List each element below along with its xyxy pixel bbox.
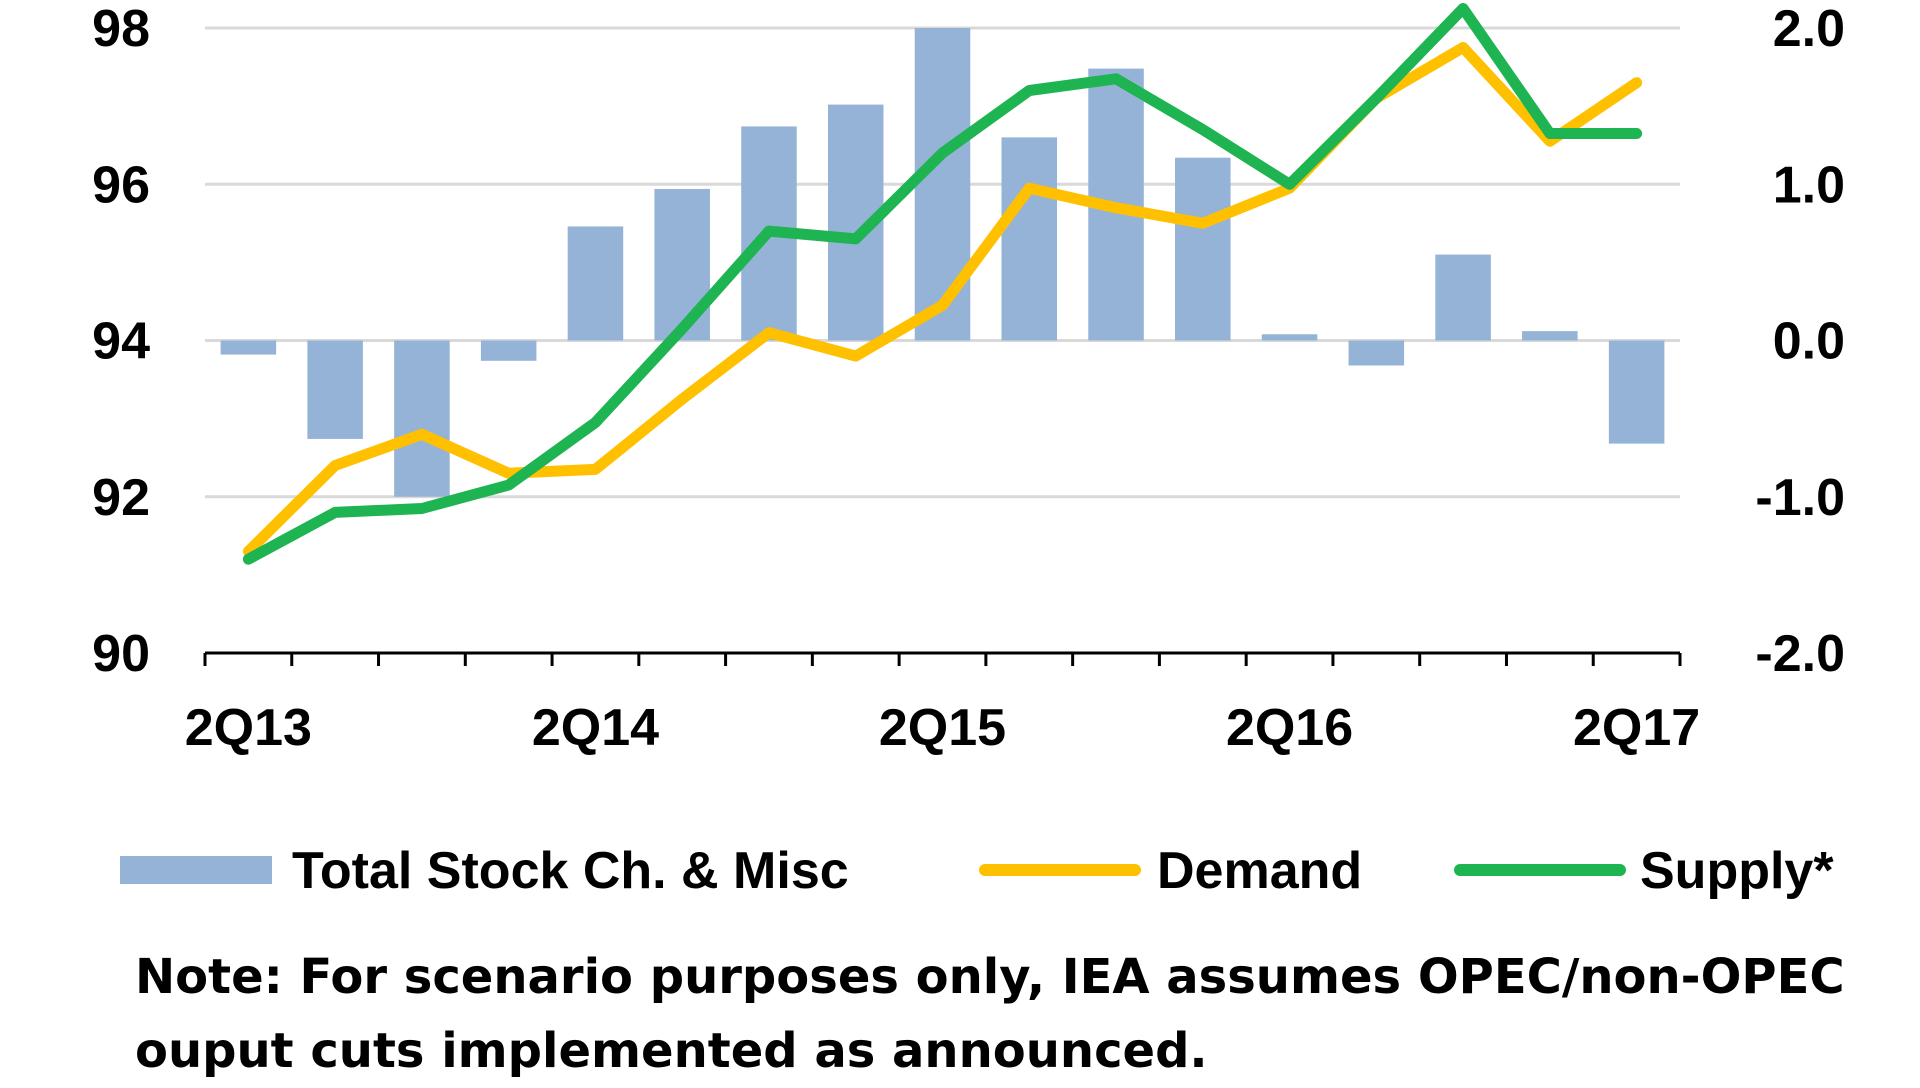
x-tick-label: 2Q16 xyxy=(1226,699,1353,757)
bar-3Q14 xyxy=(654,188,710,341)
legend-label-demand: Demand xyxy=(1157,842,1362,900)
bar-4Q16 xyxy=(1435,254,1491,341)
bar-2Q17 xyxy=(1608,340,1665,444)
bar-2Q14 xyxy=(567,226,624,341)
y-left-tick-label: 98 xyxy=(92,0,150,58)
bar-2Q15 xyxy=(914,28,971,341)
bar-series-total-stock xyxy=(220,28,1665,497)
y-right-tick-label: 1.0 xyxy=(1773,156,1845,214)
legend-label-total-stock-ch-misc: Total Stock Ch. & Misc xyxy=(292,842,849,900)
line-demand xyxy=(242,42,1643,557)
y-left-tick-label: 92 xyxy=(92,469,150,527)
y-right-tick-label: 2.0 xyxy=(1773,0,1845,58)
note-line-1: Note: For scenario purposes only, IEA as… xyxy=(135,949,1845,1005)
x-tick-label: 2Q13 xyxy=(185,699,312,757)
line-series xyxy=(242,3,1643,565)
y-left-tick-label: 90 xyxy=(92,625,150,683)
bar-1Q16 xyxy=(1175,157,1231,341)
y-left-tick-label: 94 xyxy=(92,313,150,371)
y-right-tick-label: -1.0 xyxy=(1755,469,1845,527)
y-right-tick-label: 0.0 xyxy=(1773,313,1845,371)
bar-2Q16 xyxy=(1261,334,1318,341)
legend-label-supply: Supply* xyxy=(1640,842,1834,900)
bar-3Q13 xyxy=(307,340,363,439)
legend-swatch-total-stock-ch-misc xyxy=(120,856,272,884)
bar-3Q15 xyxy=(1001,137,1058,341)
chart-note: Note: For scenario purposes only, IEA as… xyxy=(135,940,1845,1088)
x-tick-label: 2Q15 xyxy=(879,699,1006,757)
x-tick-label: 2Q17 xyxy=(1573,699,1700,757)
bar-2Q13 xyxy=(220,340,277,355)
line-supply xyxy=(242,3,1643,565)
bar-3Q16 xyxy=(1348,340,1405,366)
tick-labels: 90 92 94 96 98 -2.0 -1.0 0.0 1.0 2.0 2Q13 2Q14 2Q15 2… xyxy=(92,0,1845,757)
x-axis xyxy=(203,651,1682,666)
y-right-tick-label: -2.0 xyxy=(1755,625,1845,683)
bar-4Q13 xyxy=(394,340,450,497)
y-left-tick-label: 96 xyxy=(92,156,150,214)
bar-1Q17 xyxy=(1522,331,1578,341)
x-tick-label: 2Q14 xyxy=(532,699,659,757)
bar-1Q14 xyxy=(480,340,537,361)
legend: Total Stock Ch. & Misc Demand Supply* xyxy=(120,842,1834,900)
note-line-2: ouput cuts implemented as announced. xyxy=(135,1023,1208,1079)
